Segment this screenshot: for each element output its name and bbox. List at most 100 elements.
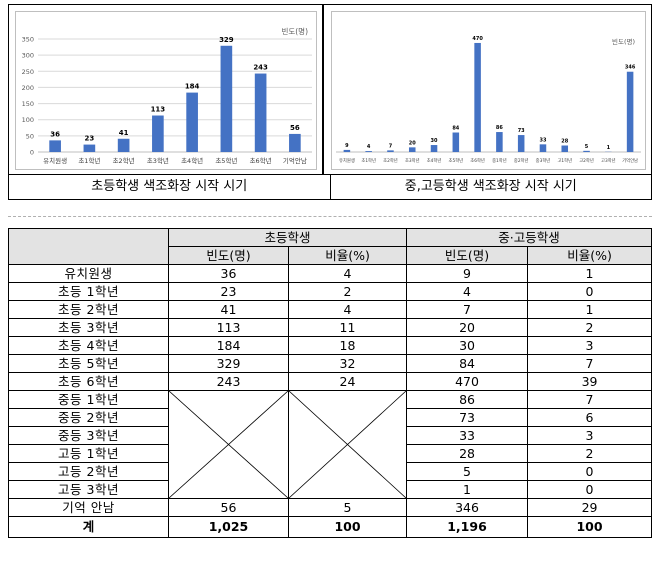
bar-value-label: 23 <box>85 135 95 143</box>
table-row: 초등 3학년 113 11 20 2 <box>8 318 653 337</box>
secondary-percent-cell: 3 <box>527 336 653 355</box>
table-corner-cell <box>8 228 169 265</box>
table-row: 중등 3학년 33 3 <box>8 426 653 445</box>
secondary-percent-cell: 0 <box>527 480 653 499</box>
total-label: 계 <box>8 516 169 538</box>
row-label: 초등 4학년 <box>8 336 169 355</box>
category-label: 초3학년 <box>147 156 169 165</box>
bar <box>474 42 481 152</box>
table-row: 유치원생 36 4 9 1 <box>8 264 653 283</box>
frequency-table: 초등학생 중·고등학생 빈도(명) 비율(%) 빈도(명) 비율(%) 유치원생… <box>8 228 653 538</box>
elementary-frequency-cell: 113 <box>168 318 289 337</box>
bar-value-label: 9 <box>345 143 349 149</box>
elementary-percent-cell: 32 <box>287 354 408 373</box>
bar <box>496 132 503 152</box>
category-label: 기억안남 <box>622 157 638 164</box>
bar-value-label: 41 <box>119 129 129 137</box>
bar-value-label: 184 <box>185 83 200 91</box>
category-label: 초5학년 <box>215 156 237 165</box>
category-label: 초4학년 <box>181 156 203 165</box>
table-row: 초등 5학년 329 32 84 7 <box>8 354 653 373</box>
bar <box>220 45 233 152</box>
row-label: 기억 안남 <box>8 498 169 517</box>
secondary-frequency-cell: 1 <box>406 480 529 499</box>
category-label: 초1학년 <box>78 156 100 165</box>
secondary-percent-cell: 7 <box>527 354 653 373</box>
row-label: 초등 1학년 <box>8 282 169 301</box>
y-tick-label: 50 <box>26 132 34 140</box>
bar <box>539 144 547 152</box>
secondary-frequency-cell: 9 <box>406 264 529 283</box>
bar-value-label: 33 <box>539 137 546 143</box>
category-label: 고1학년 <box>557 157 572 164</box>
secondary-total-percent: 100 <box>527 516 653 538</box>
elementary-percent-cell: 4 <box>287 264 408 283</box>
elementary-percent-cell: 5 <box>287 498 408 517</box>
elementary-frequency-cell: 329 <box>168 354 289 373</box>
secondary-percent-cell: 3 <box>527 426 653 445</box>
secondary-percent-header: 비율(%) <box>527 246 653 265</box>
secondary-frequency-cell: 30 <box>406 336 529 355</box>
row-label: 중등 1학년 <box>8 390 169 409</box>
y-tick-label: 200 <box>22 84 34 92</box>
table-row: 초등 1학년 23 2 4 0 <box>8 282 653 301</box>
category-label: 초2학년 <box>383 157 398 164</box>
row-label: 고등 1학년 <box>8 444 169 463</box>
category-label: 초3학년 <box>405 157 420 164</box>
bar-value-label: 113 <box>151 106 166 114</box>
secondary-frequency-header: 빈도(명) <box>406 246 529 265</box>
category-label: 중2학년 <box>514 157 529 164</box>
y-tick-label: 0 <box>30 149 34 157</box>
elementary-chart-inner: 0 50 100 150 200 250 300 350 36 유치원생 23 초1학년 41 초2학년 1… <box>15 11 317 170</box>
secondary-frequency-cell: 73 <box>406 408 529 427</box>
category-label: 기억안남 <box>283 156 307 165</box>
category-label: 고3학년 <box>601 157 616 164</box>
category-label: 초1학년 <box>361 157 376 164</box>
secondary-frequency-cell: 84 <box>406 354 529 373</box>
secondary-percent-cell: 0 <box>527 462 653 481</box>
bar-value-label: 56 <box>290 124 300 132</box>
bar-value-label: 36 <box>50 130 60 138</box>
bar-value-label: 4 <box>367 144 371 150</box>
row-label: 초등 6학년 <box>8 372 169 391</box>
category-label: 초4학년 <box>427 157 442 164</box>
bar <box>517 135 525 152</box>
secondary-percent-cell: 2 <box>527 318 653 337</box>
table-row: 초등 6학년 243 24 470 39 <box>8 372 653 391</box>
bar <box>365 151 372 152</box>
secondary-frequency-cell: 86 <box>406 390 529 409</box>
bar-value-label: 20 <box>409 140 416 146</box>
table-row: 중등 2학년 73 6 <box>8 408 653 427</box>
bar <box>152 115 164 152</box>
bar <box>254 73 267 152</box>
secondary-frequency-cell: 470 <box>406 372 529 391</box>
category-label: 유치원생 <box>339 157 355 164</box>
y-tick-label: 250 <box>22 68 34 76</box>
bar-value-label: 470 <box>472 36 483 42</box>
table-row: 기억 안남 56 5 346 29 <box>8 498 653 517</box>
y-axis-title: 빈도(명) <box>612 37 635 46</box>
bar-value-label: 86 <box>496 125 503 131</box>
bar <box>83 144 96 152</box>
category-label: 중1학년 <box>492 157 507 164</box>
elementary-frequency-cell: 41 <box>168 300 289 319</box>
bar <box>117 138 130 152</box>
table-row: 초등 4학년 184 18 30 3 <box>8 336 653 355</box>
elementary-percent-cell: 2 <box>287 282 408 301</box>
not-applicable-cross-cell <box>168 390 289 499</box>
elementary-percent-cell: 24 <box>287 372 408 391</box>
secondary-frequency-cell: 7 <box>406 300 529 319</box>
secondary-percent-cell: 7 <box>527 390 653 409</box>
category-label: 초5학년 <box>449 157 464 164</box>
table-row: 고등 2학년 5 0 <box>8 462 653 481</box>
secondary-bar-chart: 9 유치원생 4 초1학년 7 초2학년 20 초3학년 30 초4학년 84 초5학년 470 초6학년… <box>336 36 641 164</box>
bar <box>626 71 634 152</box>
total-row: 계 1,025 100 1,196 100 <box>8 516 653 538</box>
bar-value-label: 30 <box>431 138 438 144</box>
elementary-percent-cell: 4 <box>287 300 408 319</box>
not-applicable-cross-cell <box>287 390 408 499</box>
elementary-frequency-cell: 56 <box>168 498 289 517</box>
y-tick-label: 100 <box>22 116 34 124</box>
bar <box>452 132 460 152</box>
table-row: 초등 2학년 41 4 7 1 <box>8 300 653 319</box>
